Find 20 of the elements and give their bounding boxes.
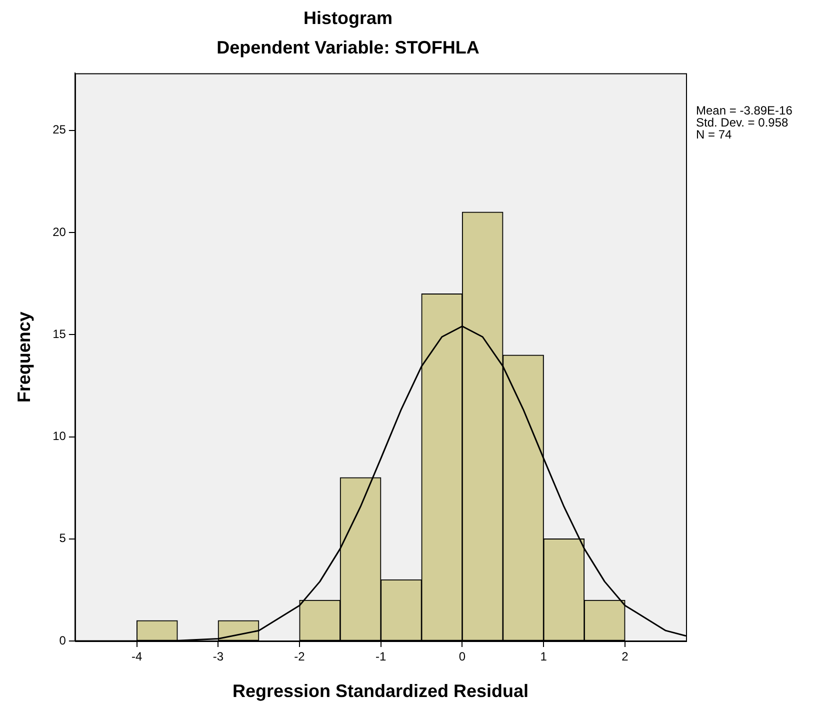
text: Mean = -3.89E-16: [696, 104, 793, 118]
x-tick-label: -1: [376, 650, 387, 664]
chart-subtitle: Dependent Variable: STOFHLA: [216, 37, 480, 58]
y-tick-label: 20: [52, 224, 66, 239]
x-tick-label: 0: [458, 650, 466, 664]
x-tick-label: -3: [212, 650, 224, 664]
y-axis-title: Frequency: [14, 312, 34, 403]
y-tick-label: 15: [52, 326, 66, 341]
x-tick-label: -2: [294, 650, 306, 664]
x-axis-title: Regression Standardized Residual: [232, 681, 529, 702]
text: N = 74: [696, 128, 732, 142]
text: Std. Dev. = 0.958: [696, 116, 788, 130]
y-tick-label: 0: [59, 633, 66, 648]
chart-title: Histogram: [303, 8, 393, 28]
x-tick-label: -4: [131, 650, 142, 664]
x-tick-label: 1: [540, 650, 548, 664]
y-tick-label: 10: [52, 429, 66, 444]
y-tick-label: 5: [59, 531, 66, 546]
y-tick-label: 25: [52, 122, 66, 137]
x-tick-label: 2: [622, 650, 629, 664]
